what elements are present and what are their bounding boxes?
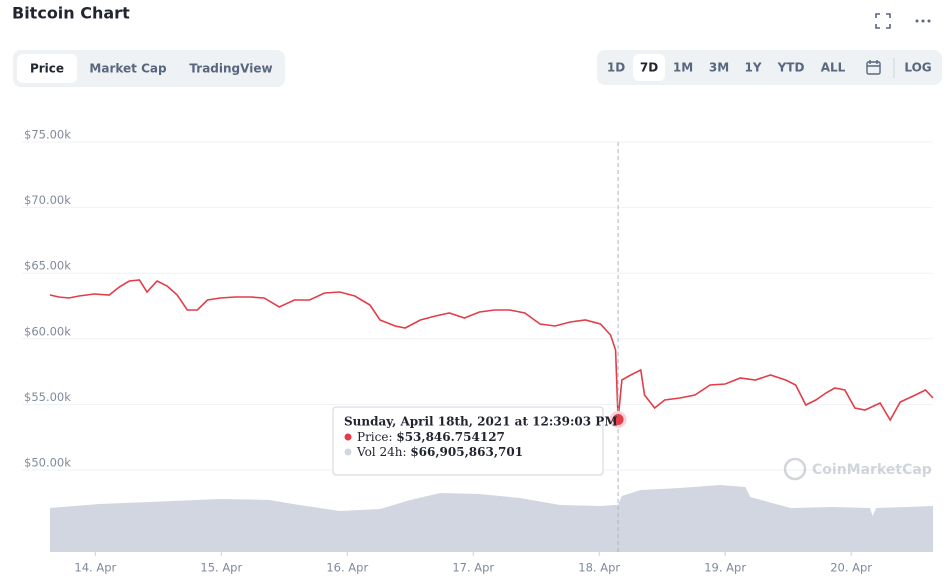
x-tick-label: 15. Apr (200, 561, 242, 575)
x-tick-label: 19. Apr (704, 561, 746, 575)
tooltip-label: Price: (357, 430, 393, 444)
tab[interactable]: Market Cap (89, 62, 167, 76)
tooltip-box (332, 406, 604, 476)
tab[interactable]: Price (30, 62, 64, 76)
tooltip: Sunday, April 18th, 2021 at 12:39:03 PM … (332, 406, 618, 476)
tooltip-swatch (344, 433, 352, 441)
x-tick-label: 20. Apr (830, 561, 872, 575)
tooltip-row: Price: $53,846.754127 (357, 430, 505, 444)
hover-point (609, 411, 627, 429)
watermark: CoinMarketCap (783, 457, 932, 481)
range-button[interactable]: 1Y (744, 61, 761, 75)
y-tick-label: $70.00k (24, 193, 71, 207)
x-tick-label: 18. Apr (578, 561, 620, 575)
tooltip-label: Vol 24h: (356, 445, 406, 459)
volume-area (50, 484, 933, 552)
watermark-text: CoinMarketCap (812, 462, 932, 478)
range-button[interactable]: 3M (709, 61, 729, 75)
log-button[interactable]: LOG (904, 61, 931, 75)
fullscreen-icon[interactable] (875, 13, 891, 29)
calendar-icon[interactable] (866, 60, 881, 75)
active-tab (17, 54, 77, 83)
tooltip-row: Vol 24h: $66,905,863,701 (356, 445, 523, 459)
range-button[interactable]: 1M (673, 61, 693, 75)
range-button[interactable]: YTD (777, 61, 805, 75)
y-tick-label: $50.00k (24, 456, 71, 470)
x-tick-label: 17. Apr (452, 561, 494, 575)
title: Bitcoin Chart (12, 4, 130, 23)
range-button[interactable]: 7D (640, 61, 658, 75)
tooltip-value: $53,846.754127 (396, 430, 505, 444)
tooltip-value: $66,905,863,701 (410, 445, 523, 459)
price-line (49, 279, 934, 422)
tooltip-title: Sunday, April 18th, 2021 at 12:39:03 PM (344, 415, 618, 429)
y-tick-label: $75.00k (24, 128, 71, 142)
x-tick-label: 14. Apr (74, 561, 116, 575)
tab-bar (13, 50, 285, 87)
y-tick-label: $55.00k (24, 390, 71, 404)
tab[interactable]: TradingView (189, 62, 272, 76)
active-range (633, 54, 665, 81)
y-tick-label: $60.00k (24, 324, 71, 338)
range-button[interactable]: 1D (607, 61, 625, 75)
range-button[interactable]: ALL (821, 61, 846, 75)
more-icon[interactable] (915, 19, 931, 23)
x-tick-label: 16. Apr (326, 561, 368, 575)
y-tick-label: $65.00k (24, 259, 71, 273)
plot: $50.00k $55.00k $60.00k $65.00k $70.00k $75.0… (22, 128, 934, 575)
tooltip-swatch (344, 448, 352, 456)
range-bar (597, 50, 942, 85)
